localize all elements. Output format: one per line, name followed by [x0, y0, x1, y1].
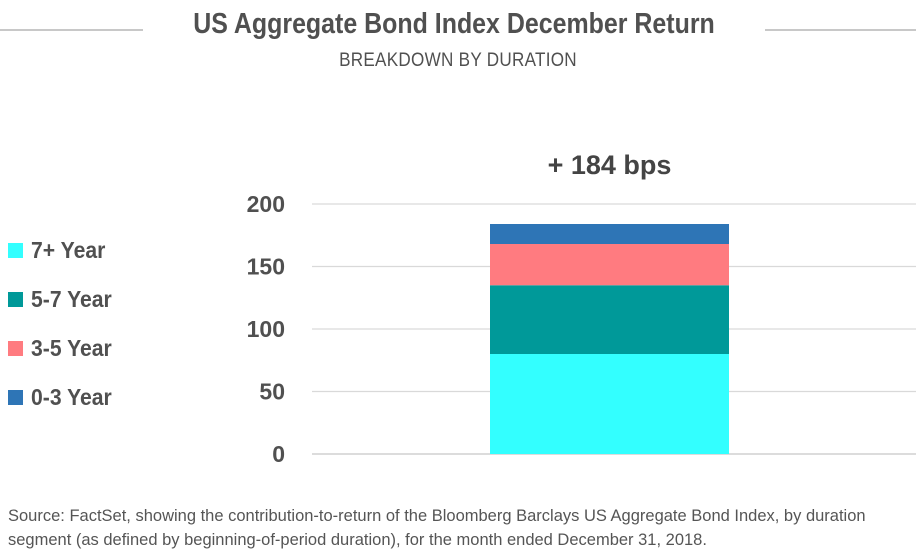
y-tick-label-200: 200 — [247, 191, 285, 217]
legend-label-0-3-year: 0-3 Year — [31, 384, 112, 410]
y-tick-label-50: 50 — [259, 379, 285, 405]
bar-segment-0-3-year — [490, 224, 729, 244]
bar-segment-3-5-year — [490, 244, 729, 286]
legend-item-5-7-year: 5-7 Year — [8, 275, 119, 324]
source-note: Source: FactSet, showing the contributio… — [8, 507, 866, 549]
chart-legend: 7+ Year 5-7 Year 3-5 Year 0-3 Year — [8, 226, 119, 422]
legend-swatch-5-7-year — [8, 292, 23, 307]
bar-segment-7plus-year — [490, 354, 729, 454]
y-tick-label-150: 150 — [247, 254, 285, 280]
legend-swatch-0-3-year — [8, 390, 23, 405]
stacked-bar-chart: 0 50 100 150 200 + 184 bps — [247, 150, 916, 467]
title-divider-right — [765, 29, 916, 31]
chart-subtitle: BREAKDOWN BY DURATION — [339, 50, 577, 71]
legend-label-7plus-year: 7+ Year — [31, 237, 106, 263]
legend-item-0-3-year: 0-3 Year — [8, 373, 119, 422]
legend-item-7plus-year: 7+ Year — [8, 226, 119, 275]
legend-item-3-5-year: 3-5 Year — [8, 324, 119, 373]
legend-label-3-5-year: 3-5 Year — [31, 335, 112, 361]
y-tick-label-100: 100 — [247, 316, 285, 342]
legend-swatch-3-5-year — [8, 341, 23, 356]
title-row: US Aggregate Bond Index December Return — [0, 8, 916, 48]
y-tick-label-0: 0 — [272, 441, 285, 467]
legend-swatch-7plus-year — [8, 243, 23, 258]
title-divider-left — [0, 29, 143, 31]
bar-segment-5-7-year — [490, 285, 729, 354]
y-axis-tick-labels: 0 50 100 150 200 — [247, 191, 285, 467]
legend-label-5-7-year: 5-7 Year — [31, 286, 112, 312]
stacked-bar — [490, 224, 729, 454]
chart-title: US Aggregate Bond Index December Return — [193, 8, 715, 40]
total-return-label: + 184 bps — [548, 150, 672, 180]
